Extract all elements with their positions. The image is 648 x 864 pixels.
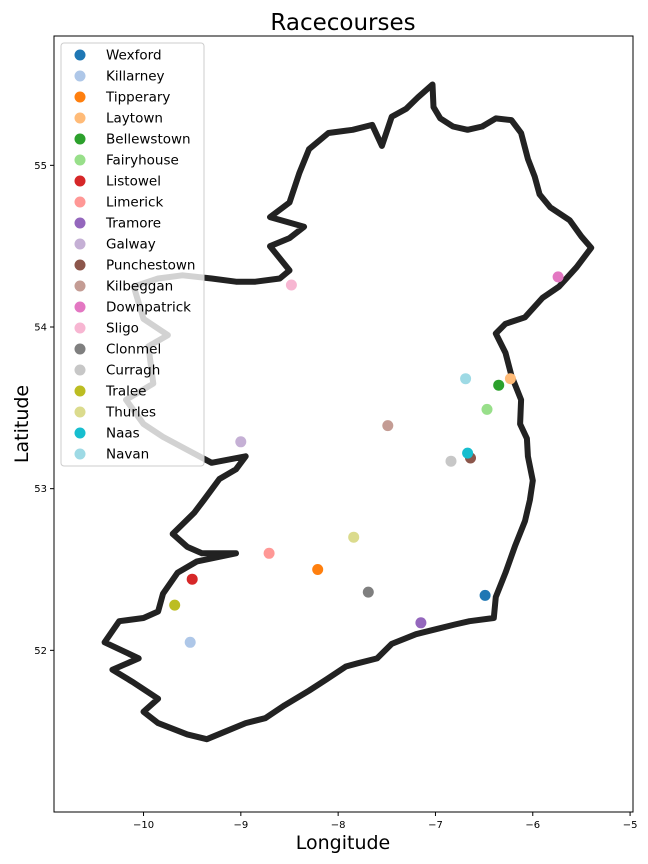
legend-label-downpatrick: Downpatrick xyxy=(106,300,191,316)
point-tramore xyxy=(415,617,427,629)
y-axis-label: Latitude xyxy=(11,385,33,463)
x-tick-label: −6 xyxy=(525,820,540,831)
legend-marker-punchestown xyxy=(74,259,86,271)
point-tipperary xyxy=(312,564,324,575)
legend-label-naas: Naas xyxy=(106,426,140,442)
x-tick-label: −8 xyxy=(331,820,346,831)
y-tick-label: 53 xyxy=(34,484,47,495)
plot-frame xyxy=(53,35,634,813)
point-galway xyxy=(235,436,247,448)
point-clonmel xyxy=(362,586,374,598)
x-axis-label: Longitude xyxy=(296,832,391,854)
legend-label-curragh: Curragh xyxy=(106,363,160,379)
legend-label-sligo: Sligo xyxy=(106,321,139,337)
point-downpatrick xyxy=(552,271,564,283)
legend-label-punchestown: Punchestown xyxy=(106,258,195,274)
point-tralee xyxy=(169,599,181,611)
point-sligo xyxy=(285,279,297,291)
legend-label-listowel: Listowel xyxy=(106,174,161,190)
x-axis-ticks: −10 −9 −8 −7 −6 −5 xyxy=(133,812,637,831)
point-thurles xyxy=(348,531,360,543)
chart-title: Racecourses xyxy=(270,10,415,36)
legend-label-thurles: Thurles xyxy=(105,405,156,421)
legend-marker-thurles xyxy=(74,406,86,418)
legend-marker-killarney xyxy=(74,70,86,82)
point-wexford xyxy=(479,589,491,601)
legend-label-kilbeggan: Kilbeggan xyxy=(106,279,173,295)
legend-marker-wexford xyxy=(74,49,86,61)
legend-label-galway: Galway xyxy=(106,237,156,253)
legend-label-wexford: Wexford xyxy=(106,48,162,64)
legend-marker-naas xyxy=(74,427,86,439)
legend-marker-fairyhouse xyxy=(74,154,86,166)
legend-marker-bellewstown xyxy=(74,133,86,145)
y-tick-label: 55 xyxy=(34,161,47,172)
legend-frame xyxy=(60,42,205,467)
legend-marker-limerick xyxy=(74,196,86,208)
point-limerick xyxy=(263,547,275,559)
point-navan xyxy=(460,373,472,385)
legend-label-clonmel: Clonmel xyxy=(106,342,161,358)
legend-marker-tipperary xyxy=(74,91,86,103)
x-tick-label: −9 xyxy=(233,820,248,831)
point-fairyhouse xyxy=(481,403,493,415)
legend-marker-tramore xyxy=(74,217,86,229)
plot-area xyxy=(53,35,634,813)
legend-items: Wexford Killarney Tipperary Laytown Bellewst… xyxy=(74,48,195,463)
y-tick-label: 52 xyxy=(34,646,47,657)
point-naas xyxy=(462,447,474,459)
legend-marker-galway xyxy=(74,238,86,250)
legend-marker-kilbeggan xyxy=(74,280,86,292)
legend-label-bellewstown: Bellewstown xyxy=(106,132,191,148)
legend-label-tralee: Tralee xyxy=(105,384,146,400)
legend-marker-downpatrick xyxy=(74,301,86,313)
legend-label-limerick: Limerick xyxy=(106,195,163,211)
racecourse-points xyxy=(169,271,564,648)
legend-marker-sligo xyxy=(74,322,86,334)
legend-label-tramore: Tramore xyxy=(105,216,161,232)
point-bellewstown xyxy=(493,379,505,391)
x-tick-label: −5 xyxy=(623,820,638,831)
legend-marker-navan xyxy=(74,448,86,460)
legend-label-tipperary: Tipperary xyxy=(105,90,170,106)
legend-label-navan: Navan xyxy=(106,447,149,463)
point-listowel xyxy=(186,573,198,585)
point-laytown xyxy=(504,373,516,385)
legend-marker-listowel xyxy=(74,175,86,187)
legend: Wexford Killarney Tipperary Laytown Bellewst… xyxy=(60,42,205,467)
ireland-coastline xyxy=(101,81,595,743)
legend-label-laytown: Laytown xyxy=(106,111,163,127)
legend-marker-clonmel xyxy=(74,343,86,355)
x-tick-label: −7 xyxy=(428,820,443,831)
point-kilbeggan xyxy=(382,420,394,432)
legend-label-killarney: Killarney xyxy=(106,69,165,85)
x-tick-label: −10 xyxy=(133,820,154,831)
point-killarney xyxy=(184,636,196,648)
legend-marker-tralee xyxy=(74,385,86,397)
y-tick-label: 54 xyxy=(34,323,47,334)
legend-marker-laytown xyxy=(74,112,86,124)
legend-label-fairyhouse: Fairyhouse xyxy=(106,153,179,169)
y-axis-ticks: 52 53 54 55 xyxy=(34,161,54,657)
point-curragh xyxy=(445,455,457,467)
legend-marker-curragh xyxy=(74,364,86,376)
